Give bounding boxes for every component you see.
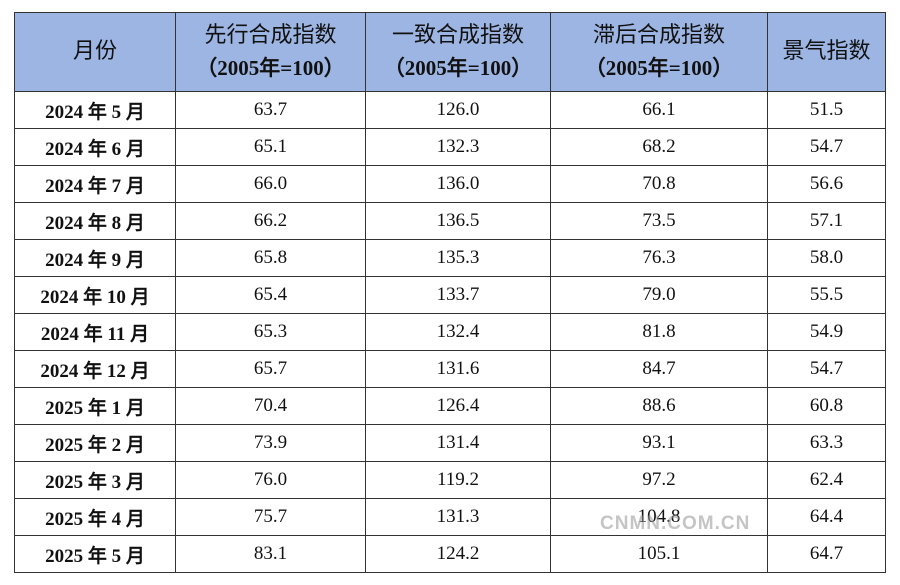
row-label: 2024 年 12 月: [14, 350, 176, 388]
table-row: 2024 年 6 月 65.1 132.3 68.2 54.7: [14, 128, 886, 166]
cell: 56.6: [767, 165, 886, 203]
row-label: 2025 年 3 月: [14, 461, 176, 499]
cell: 83.1: [175, 535, 366, 573]
cell: 68.2: [550, 128, 768, 166]
row-label: 2024 年 6 月: [14, 128, 176, 166]
header-cell: 景气指数: [767, 12, 886, 92]
cell: 54.7: [767, 350, 886, 388]
cell: 75.7: [175, 498, 366, 536]
cell: 93.1: [550, 424, 768, 462]
cell: 136.0: [365, 165, 551, 203]
header-cell: 月份: [14, 12, 176, 92]
table-row: 2024 年 7 月 66.0 136.0 70.8 56.6: [14, 165, 886, 203]
table-row: 2024 年 10 月 65.4 133.7 79.0 55.5: [14, 276, 886, 314]
header-title: 滞后合成指数: [592, 23, 725, 48]
cell: 55.5: [767, 276, 886, 314]
header-title: 月份: [72, 39, 117, 64]
cell: 64.7: [767, 535, 886, 573]
cell: 65.7: [175, 350, 366, 388]
cell: 104.8: [550, 498, 768, 536]
header-cell: 滞后合成指数 （2005年=100）: [550, 12, 768, 92]
cell: 131.3: [365, 498, 551, 536]
header-subtitle: （2005年=100）: [383, 56, 533, 80]
cell: 66.1: [550, 91, 768, 129]
cell: 126.4: [365, 387, 551, 425]
header-title: 一致合成指数: [391, 23, 524, 48]
row-label: 2024 年 9 月: [14, 239, 176, 277]
table-row: 2024 年 5 月 63.7 126.0 66.1 51.5: [14, 91, 886, 129]
cell: 70.4: [175, 387, 366, 425]
cell: 54.9: [767, 313, 886, 351]
table-row: 2025 年 4 月 75.7 131.3 104.8 64.4: [14, 498, 886, 536]
cell: 81.8: [550, 313, 768, 351]
cell: 54.7: [767, 128, 886, 166]
table-row: 2025 年 5 月 83.1 124.2 105.1 64.7: [14, 535, 886, 573]
cell: 63.7: [175, 91, 366, 129]
cell: 66.2: [175, 202, 366, 240]
cell: 136.5: [365, 202, 551, 240]
row-label: 2024 年 11 月: [14, 313, 176, 351]
cell: 64.4: [767, 498, 886, 536]
cell: 124.2: [365, 535, 551, 573]
cell: 126.0: [365, 91, 551, 129]
cell: 65.1: [175, 128, 366, 166]
header-cell: 先行合成指数 （2005年=100）: [175, 12, 366, 92]
table-row: 2024 年 8 月 66.2 136.5 73.5 57.1: [14, 202, 886, 240]
cell: 58.0: [767, 239, 886, 277]
cell: 57.1: [767, 202, 886, 240]
header-subtitle: （2005年=100）: [196, 56, 345, 80]
row-label: 2024 年 5 月: [14, 91, 176, 129]
cell: 65.4: [175, 276, 366, 314]
cell: 63.3: [767, 424, 886, 462]
cell: 65.3: [175, 313, 366, 351]
cell: 119.2: [365, 461, 551, 499]
cell: 88.6: [550, 387, 768, 425]
table-row: 2025 年 2 月 73.9 131.4 93.1 63.3: [14, 424, 886, 462]
row-label: 2025 年 5 月: [14, 535, 176, 573]
cell: 131.6: [365, 350, 551, 388]
table-body: 2024 年 5 月 63.7 126.0 66.1 51.5 2024 年 6 月 65.…: [14, 91, 886, 573]
header-cell: 一致合成指数 （2005年=100）: [365, 12, 551, 92]
cell: 70.8: [550, 165, 768, 203]
header-title: 景气指数: [782, 39, 871, 64]
cell: 65.8: [175, 239, 366, 277]
cell: 84.7: [550, 350, 768, 388]
row-label: 2024 年 7 月: [14, 165, 176, 203]
cell: 105.1: [550, 535, 768, 573]
cell: 62.4: [767, 461, 886, 499]
table-row: 2024 年 12 月 65.7 131.6 84.7 54.7: [14, 350, 886, 388]
row-label: 2025 年 1 月: [14, 387, 176, 425]
cell: 79.0: [550, 276, 768, 314]
cell: 76.3: [550, 239, 768, 277]
cell: 132.4: [365, 313, 551, 351]
row-label: 2024 年 10 月: [14, 276, 176, 314]
cell: 97.2: [550, 461, 768, 499]
row-label: 2024 年 8 月: [14, 202, 176, 240]
table-row: 2025 年 1 月 70.4 126.4 88.6 60.8: [14, 387, 886, 425]
table-row: 2024 年 11 月 65.3 132.4 81.8 54.9: [14, 313, 886, 351]
cell: 66.0: [175, 165, 366, 203]
table-row: 2025 年 3 月 76.0 119.2 97.2 62.4: [14, 461, 886, 499]
cell: 131.4: [365, 424, 551, 462]
cell: 135.3: [365, 239, 551, 277]
header-subtitle: （2005年=100）: [584, 56, 734, 80]
cell: 133.7: [365, 276, 551, 314]
cell: 51.5: [767, 91, 886, 129]
cell: 73.9: [175, 424, 366, 462]
data-table: 月份 先行合成指数 （2005年=100） 一致合成指数 （2005年=100） 滞后合成…: [14, 12, 886, 573]
cell: 60.8: [767, 387, 886, 425]
watermark: CNMN.COM.CN: [600, 513, 751, 534]
row-label: 2025 年 2 月: [14, 424, 176, 462]
row-label: 2025 年 4 月: [14, 498, 176, 536]
cell: 132.3: [365, 128, 551, 166]
table-row: 2024 年 9 月 65.8 135.3 76.3 58.0: [14, 239, 886, 277]
cell: 76.0: [175, 461, 366, 499]
header-row: 月份 先行合成指数 （2005年=100） 一致合成指数 （2005年=100） 滞后合成…: [14, 12, 886, 92]
header-title: 先行合成指数: [204, 23, 337, 48]
cell: 73.5: [550, 202, 768, 240]
